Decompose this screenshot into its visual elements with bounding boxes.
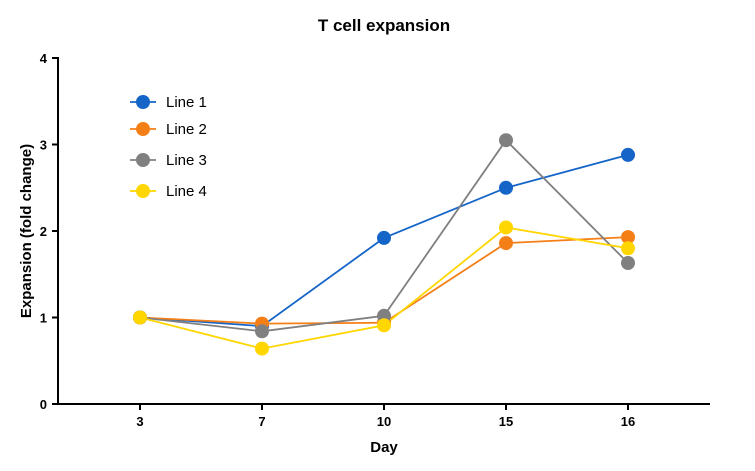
series-1-point xyxy=(621,147,635,162)
series-4-point xyxy=(621,241,635,256)
x-tick-label: 16 xyxy=(621,414,635,429)
x-axis-label: Day xyxy=(370,439,398,456)
legend-marker xyxy=(136,122,150,136)
legend-marker xyxy=(136,95,150,109)
y-axis-label: Expansion (fold change) xyxy=(18,144,35,318)
series-2-point xyxy=(621,230,635,245)
series-3-point xyxy=(255,324,269,339)
series-4-point xyxy=(255,341,269,356)
series-3-point xyxy=(499,133,513,148)
legend-label: Line 1 xyxy=(166,94,207,111)
x-tick-label: 15 xyxy=(499,414,513,429)
legend-label: Line 3 xyxy=(166,152,207,169)
legend-label: Line 4 xyxy=(166,183,207,200)
x-tick-label: 3 xyxy=(136,414,143,429)
y-tick-label: 4 xyxy=(40,51,48,66)
y-tick-label: 3 xyxy=(40,138,47,153)
legend-marker xyxy=(136,184,150,198)
x-tick-label: 10 xyxy=(377,414,391,429)
series-1-point xyxy=(499,180,513,195)
series-4-point xyxy=(133,310,147,325)
series-1-point xyxy=(377,230,391,245)
series-4-point xyxy=(499,220,513,235)
series-3-point xyxy=(621,256,635,270)
y-tick-label: 0 xyxy=(40,397,47,412)
series-4-point xyxy=(377,318,391,333)
legend-label: Line 2 xyxy=(166,121,207,138)
y-tick-label: 1 xyxy=(40,311,47,326)
legend-marker xyxy=(136,153,150,167)
y-tick-label: 2 xyxy=(40,224,47,239)
series-2-point xyxy=(499,236,513,251)
x-tick-label: 7 xyxy=(258,414,265,429)
chart-title: T cell expansion xyxy=(318,16,450,35)
